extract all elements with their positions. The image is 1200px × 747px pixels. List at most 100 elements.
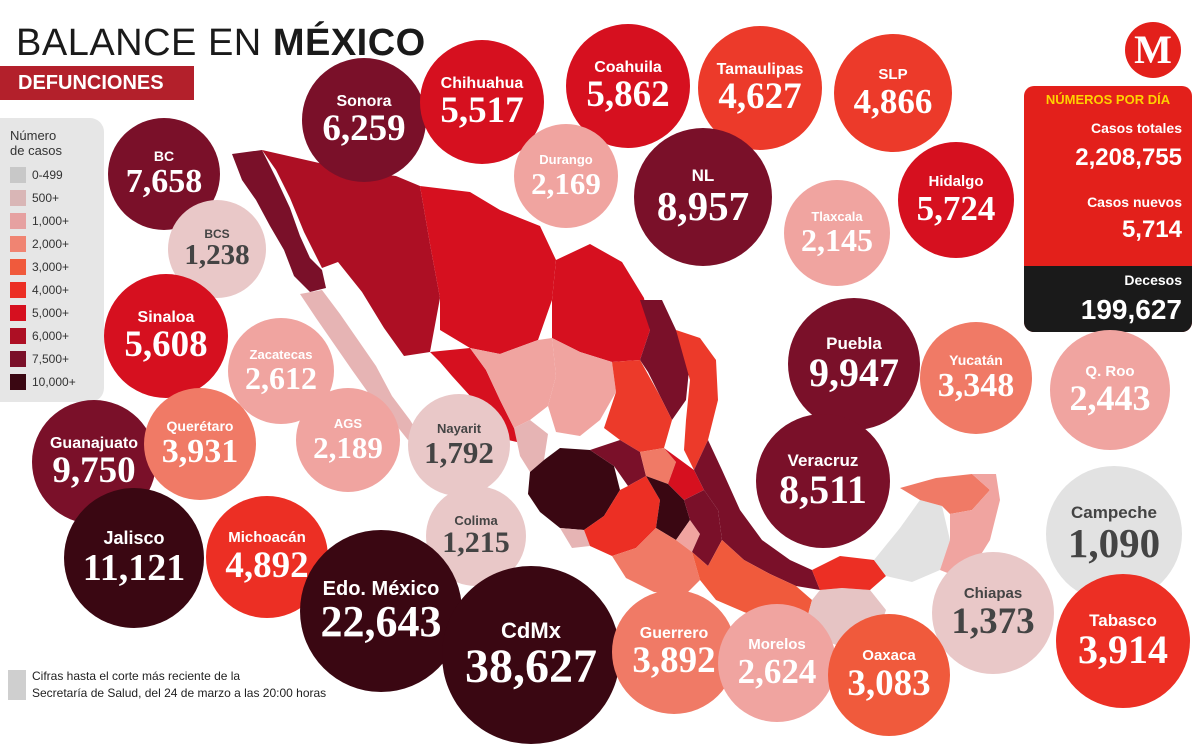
map-region-queretaro: [640, 448, 676, 484]
state-name: Edo. México: [322, 578, 440, 600]
state-name: Tamaulipas: [716, 60, 804, 78]
title-bold: MÉXICO: [272, 22, 426, 64]
state-name: Colima: [454, 512, 498, 528]
state-name: Hidalgo: [928, 173, 984, 191]
state-deaths-value: 11,121: [82, 546, 186, 589]
state-deaths-value: 2,443: [1069, 378, 1151, 419]
state-bubble-sonora: Sonora 6,259: [302, 58, 426, 182]
state-bubble-cdmx: CdMx 38,627: [442, 566, 620, 744]
state-name: SLP: [878, 66, 908, 84]
state-bubble-ags: AGS 2,189: [296, 388, 400, 492]
state-bubble-puebla: Puebla 9,947: [788, 298, 920, 430]
footnote-line1: Cifras hasta el corte más reciente de la: [32, 669, 241, 683]
state-bubble-morelos: Morelos 2,624: [718, 604, 836, 722]
state-deaths-value: 5,724: [916, 188, 996, 228]
map-region-oaxaca: [692, 540, 812, 624]
casos-totales-label: Casos totales: [1090, 120, 1182, 136]
map-region-veracruz: [694, 440, 820, 590]
state-name: Morelos: [748, 636, 806, 654]
map-region-nayarit: [514, 420, 548, 472]
footnote-line2: Secretaría de Salud, del 24 de marzo a l…: [32, 686, 327, 700]
state-name: Sinaloa: [137, 308, 195, 326]
legend-item: 0-499: [10, 166, 63, 184]
state-name: Tabasco: [1089, 610, 1157, 630]
state-name: Zacatecas: [249, 346, 313, 362]
subtitle-bar: [0, 66, 194, 100]
state-bubble-hidalgo: Hidalgo 5,724: [898, 142, 1014, 258]
state-bubble-q-roo: Q. Roo 2,443: [1050, 330, 1170, 450]
legend-item: 10,000+: [10, 373, 76, 391]
state-bubble-durango: Durango 2,169: [514, 124, 618, 228]
map-region-tamaulipas: [676, 330, 718, 470]
state-bubble-edo-m-xico: Edo. México 22,643: [300, 530, 462, 692]
state-bubble-chihuahua: Chihuahua 5,517: [420, 40, 544, 164]
legend-title-line1: Número: [10, 128, 57, 143]
state-deaths-value: 2,145: [801, 222, 873, 259]
state-bubble-guerrero: Guerrero 3,892: [612, 590, 736, 714]
legend: Número de casos 0-499 500+ 1,000+ 2,000+ 3,0…: [0, 118, 104, 402]
legend-label: 5,000+: [32, 306, 70, 320]
state-bubble-oaxaca: Oaxaca 3,083: [828, 614, 950, 736]
casos-totales-value: 2,208,755: [1075, 144, 1182, 171]
legend-item: 2,000+: [10, 235, 69, 253]
map-region-chihuahua: [420, 186, 556, 354]
state-deaths-value: 2,624: [737, 651, 817, 691]
state-deaths-value: 3,914: [1078, 627, 1168, 673]
state-bubble-yucat-n: Yucatán 3,348: [920, 322, 1032, 434]
map-region-tabasco: [812, 556, 886, 590]
state-name: Campeche: [1071, 503, 1157, 523]
map-region-coahuila: [552, 244, 650, 362]
legend-item: 6,000+: [10, 327, 69, 345]
state-deaths-value: 2,189: [313, 429, 383, 465]
legend-item: 500+: [10, 189, 59, 207]
state-name: Q. Roo: [1085, 362, 1135, 380]
map-region-slp: [604, 360, 672, 452]
legend-swatch: [10, 236, 26, 252]
state-deaths-value: 9,750: [52, 450, 136, 492]
state-bubble-nayarit: Nayarit 1,792: [408, 394, 510, 496]
legend-swatch: [10, 351, 26, 367]
map-region-campeche: [874, 500, 950, 582]
state-name: Sonora: [336, 92, 392, 110]
state-deaths-value: 6,259: [322, 108, 406, 150]
page-title: BALANCE EN MÉXICO: [16, 22, 426, 65]
map-region-puebla: [684, 490, 722, 566]
state-deaths-value: 7,658: [125, 162, 203, 200]
state-deaths-value: 3,931: [161, 432, 239, 470]
decesos-block: Decesos 199,627: [1024, 266, 1192, 332]
state-name: Nayarit: [436, 421, 482, 437]
legend-swatch: [10, 259, 26, 275]
legend-label: 500+: [32, 191, 60, 205]
legend-label: 0-499: [32, 168, 63, 182]
state-bubble-tabasco: Tabasco 3,914: [1056, 574, 1190, 708]
map-region-guerrero: [612, 528, 700, 596]
map-region-hidalgo: [664, 448, 704, 500]
map-region-bcs: [300, 290, 426, 446]
state-bubble-tlaxcala: Tlaxcala 2,145: [784, 180, 890, 286]
state-name: Oaxaca: [862, 647, 916, 665]
legend-label: 2,000+: [32, 237, 70, 251]
state-deaths-value: 5,608: [124, 324, 208, 366]
legend-swatch: [10, 374, 26, 390]
map-region-sonora: [262, 150, 440, 356]
state-name: BCS: [204, 226, 230, 241]
map-region-guanajuato: [590, 440, 646, 486]
map-region-colima: [560, 528, 590, 548]
state-deaths-value: 5,862: [586, 74, 670, 116]
state-name: Jalisco: [103, 528, 165, 549]
state-bubble-veracruz: Veracruz 8,511: [756, 414, 890, 548]
state-name: Yucatán: [949, 352, 1003, 369]
footnote-marker: [8, 670, 26, 700]
state-name: Veracruz: [787, 450, 859, 470]
state-name: Tlaxcala: [811, 208, 863, 224]
state-bubble-jalisco: Jalisco 11,121: [64, 488, 204, 628]
legend-label: 1,000+: [32, 214, 70, 228]
state-bubble-chiapas: Chiapas 1,373: [932, 552, 1054, 674]
state-name: Chiapas: [963, 585, 1023, 603]
legend-label: 7,500+: [32, 352, 70, 366]
legend-swatch: [10, 190, 26, 206]
legend-swatch: [10, 213, 26, 229]
state-deaths-value: 1,792: [424, 434, 494, 470]
decesos-value: 199,627: [1080, 294, 1182, 325]
numeros-por-dia-panel: NÚMEROS POR DÍA Casos totales 2,208,755 …: [1024, 86, 1192, 332]
